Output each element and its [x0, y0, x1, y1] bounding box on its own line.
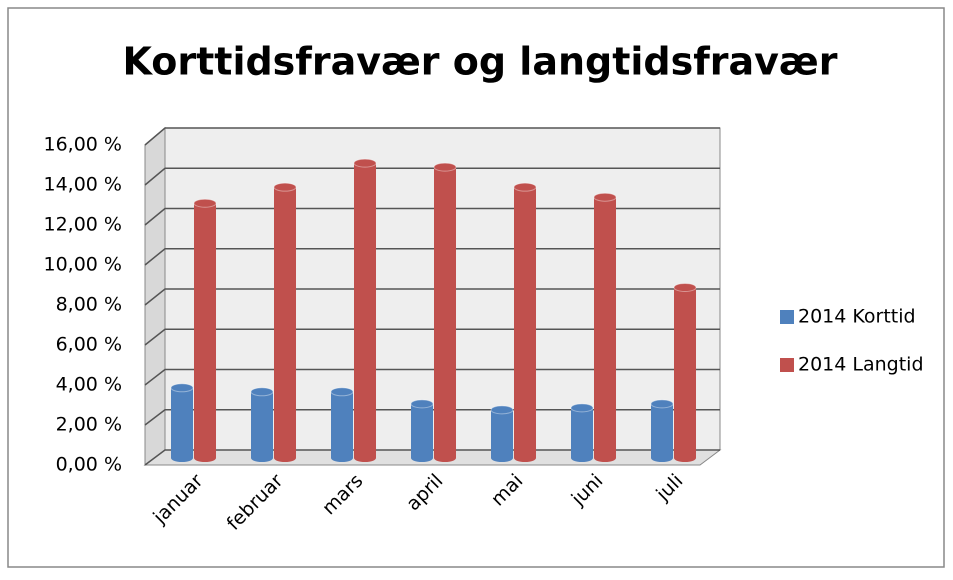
y-tick-label: 4,00 %: [56, 374, 122, 396]
bar-top: [433, 162, 457, 172]
bar-top: [570, 403, 594, 413]
bar-top: [250, 387, 274, 397]
bar-top: [353, 158, 377, 168]
legend-swatch: [780, 358, 794, 372]
legend-swatch: [780, 310, 794, 324]
bar-top: [170, 383, 194, 393]
grid-line: [144, 167, 720, 186]
bar: [594, 197, 616, 458]
y-tick-label: 10,00 %: [44, 254, 123, 276]
bar: [434, 167, 456, 458]
bar: [274, 187, 296, 458]
bar-top: [330, 387, 354, 397]
y-tick-label: 12,00 %: [44, 214, 123, 236]
bar-top: [513, 182, 537, 192]
bar-top: [273, 182, 297, 192]
grid-line: [144, 127, 720, 146]
legend-label: 2014 Langtid: [798, 354, 924, 376]
y-tick-label: 0,00 %: [56, 454, 122, 476]
bar-top: [490, 405, 514, 415]
y-tick-label: 8,00 %: [56, 294, 122, 316]
y-tick-label: 14,00 %: [44, 174, 123, 196]
bar: [674, 287, 696, 458]
chart-title: Korttidsfravær og langtidsfravær: [123, 40, 838, 84]
bar-top: [193, 198, 217, 208]
bar: [651, 403, 673, 458]
bar: [491, 409, 513, 458]
bar: [354, 163, 376, 459]
legend-label: 2014 Korttid: [798, 306, 916, 328]
bar: [251, 391, 273, 458]
bar-top: [410, 399, 434, 409]
y-tick-label: 2,00 %: [56, 414, 122, 436]
y-tick-label: 6,00 %: [56, 334, 122, 356]
bar: [171, 387, 193, 458]
bar-top: [673, 282, 697, 292]
bar-top: [593, 192, 617, 202]
bar: [571, 407, 593, 458]
bar: [331, 391, 353, 458]
bar: [411, 403, 433, 458]
y-tick-label: 16,00 %: [44, 134, 123, 156]
bar: [514, 187, 536, 458]
bar-top: [650, 399, 674, 409]
bar: [194, 203, 216, 458]
